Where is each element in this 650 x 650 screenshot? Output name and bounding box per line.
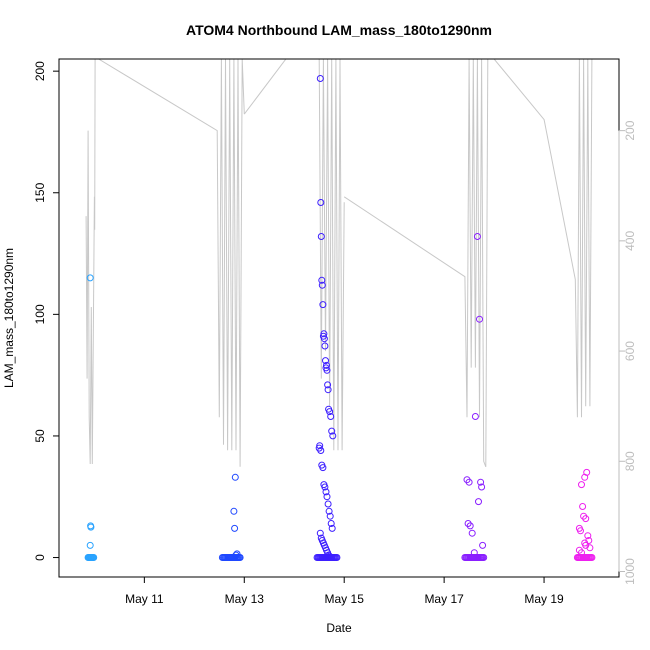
data-point: [231, 524, 239, 532]
data-point: [579, 503, 587, 510]
data-point: [478, 483, 486, 491]
y2-tick-label: 200: [623, 120, 637, 140]
data-point: [321, 483, 329, 491]
data-point: [319, 301, 327, 309]
data-point: [475, 498, 482, 506]
x-tick-label: May 13: [225, 592, 265, 606]
data-point: [473, 233, 481, 240]
altitude-line-segment: [485, 59, 594, 467]
data-point: [232, 551, 240, 559]
data-point: [90, 554, 98, 561]
data-points-layer: [84, 75, 596, 561]
data-point: [470, 549, 478, 557]
data-point: [329, 432, 337, 440]
y-tick-label: 50: [33, 429, 47, 443]
data-point: [333, 554, 341, 561]
data-point: [319, 464, 327, 472]
x-tick-label: May 15: [325, 592, 365, 606]
data-point: [578, 481, 585, 489]
data-point: [323, 493, 331, 501]
data-point: [324, 381, 332, 389]
y2-tick-label: 800: [623, 451, 637, 471]
data-point: [477, 478, 485, 486]
data-point: [316, 529, 324, 537]
data-point: [231, 473, 239, 481]
y2-tick-label: 400: [623, 231, 637, 251]
data-point: [326, 552, 334, 560]
data-point: [577, 527, 584, 535]
data-point: [321, 342, 329, 350]
y-tick-label: 0: [33, 554, 47, 561]
data-point: [466, 522, 474, 530]
data-point: [316, 75, 324, 82]
data-point: [87, 523, 95, 531]
data-point: [326, 512, 334, 520]
data-point: [320, 335, 328, 343]
data-point: [327, 520, 335, 527]
x-tick-label: May 11: [125, 592, 164, 606]
data-point: [471, 413, 479, 420]
data-point: [324, 386, 332, 394]
data-point: [479, 541, 487, 549]
data-point: [317, 447, 325, 454]
y-tick-label: 200: [33, 61, 47, 81]
data-point: [468, 529, 476, 537]
data-point: [322, 488, 330, 496]
data-point: [326, 408, 334, 416]
x-axis-label: Date: [326, 621, 352, 635]
data-point: [316, 442, 324, 450]
data-point: [582, 515, 590, 523]
data-point: [327, 413, 335, 420]
data-point: [324, 500, 332, 508]
data-point: [581, 473, 589, 481]
y-tick-label: 100: [33, 304, 47, 324]
data-point: [86, 274, 94, 282]
data-point: [317, 233, 325, 240]
data-point: [325, 507, 333, 515]
altitude-line-segment: [98, 59, 245, 467]
x-tick-label: May 17: [424, 592, 464, 606]
x-tick-label: May 19: [524, 592, 564, 606]
axes-layer: 0 50 100 150 200 200 400 600 800 1000 May 11 May 13…: [33, 58, 637, 606]
y2-tick-label: 1000: [623, 558, 637, 585]
data-point: [323, 366, 331, 374]
data-point: [465, 478, 473, 486]
y2-tick-label: 600: [623, 341, 637, 361]
data-point: [586, 544, 594, 552]
data-point: [328, 427, 336, 435]
data-point: [480, 554, 488, 561]
y-tick-label: 150: [33, 182, 47, 202]
data-point: [318, 276, 326, 284]
data-point: [322, 357, 329, 365]
altitude-line-segment: [85, 59, 96, 465]
data-point: [317, 199, 325, 206]
altitude-line-segment: [343, 59, 487, 467]
data-point: [578, 549, 585, 557]
data-point: [233, 550, 241, 558]
data-point: [476, 315, 483, 323]
data-point: [230, 507, 238, 515]
data-point: [320, 330, 328, 338]
y-axis-label: LAM_mass_180to1290nm: [2, 248, 16, 388]
data-point: [328, 524, 336, 532]
data-point: [588, 554, 596, 561]
data-point: [323, 361, 330, 369]
data-point: [584, 532, 592, 540]
data-point: [86, 541, 94, 549]
data-point: [325, 551, 333, 559]
chart-title: ATOM4 Northbound LAM_mass_180to1290nm: [186, 22, 492, 38]
data-point: [318, 281, 326, 289]
